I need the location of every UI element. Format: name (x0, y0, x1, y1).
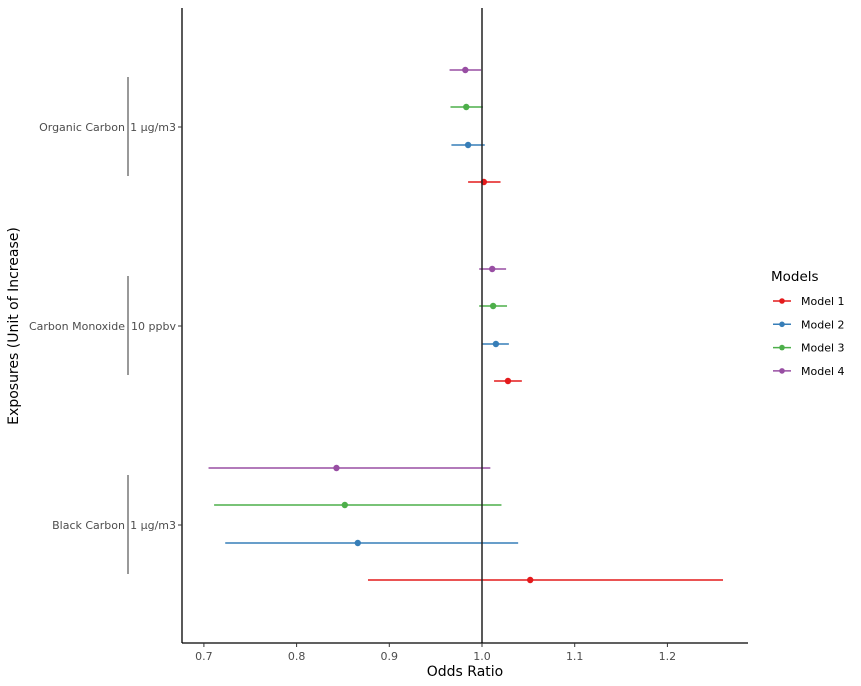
estimate-model-1 (468, 178, 501, 186)
point-estimate (489, 302, 497, 310)
legend-dot-icon (779, 321, 785, 328)
legend-title: Models (771, 269, 819, 285)
point-estimate (504, 377, 512, 385)
x-tick-label: 1.0 (473, 650, 491, 663)
y-axis-title: Exposures (Unit of Increase) (6, 227, 22, 425)
legend-dot-icon (779, 344, 785, 351)
plot-area (208, 66, 724, 584)
legend-item: Model 4 (773, 365, 845, 378)
point-estimate (354, 539, 361, 547)
estimate-model-4 (208, 464, 491, 472)
legend-label: Model 2 (801, 318, 845, 331)
legend-label: Model 4 (801, 365, 845, 378)
legend-item: Model 2 (773, 318, 845, 331)
estimate-model-2 (482, 340, 509, 348)
y-axis-labels: Organic Carbon 1 µg/m3 Carbon Monoxide 10 p… (29, 77, 182, 574)
estimate-model-4 (449, 66, 482, 74)
x-axis-ticks: 0.7 0.8 0.9 1.0 1.1 1.2 (195, 643, 676, 663)
legend-label: Model 3 (801, 342, 845, 355)
unit-label: 1 µg/m3 (130, 519, 176, 532)
x-tick-label: 0.7 (195, 650, 213, 663)
point-estimate (341, 501, 349, 509)
estimate-model-3 (450, 103, 483, 111)
x-tick-label: 0.8 (288, 650, 306, 663)
estimate-model-2 (225, 539, 519, 547)
x-tick-label: 0.9 (381, 650, 399, 663)
legend: Models Model 1 Model 2 Model 3 Model 4 (771, 269, 845, 378)
exposure-label: Black Carbon (52, 519, 125, 532)
point-estimate (527, 576, 534, 584)
legend-item: Model 3 (773, 342, 845, 355)
legend-dot-icon (779, 368, 785, 374)
x-tick-label: 1.2 (659, 650, 677, 663)
estimate-model-1 (367, 576, 724, 584)
legend-item: Model 1 (773, 295, 845, 308)
legend-label: Model 1 (801, 295, 845, 308)
point-estimate (463, 103, 470, 111)
x-axis-title: Odds Ratio (427, 664, 503, 680)
point-estimate (464, 141, 472, 149)
estimate-model-2 (451, 141, 485, 149)
estimate-model-1 (494, 377, 522, 385)
x-tick-label: 1.1 (566, 650, 584, 663)
point-estimate (462, 66, 469, 74)
unit-label: 1 µg/m3 (130, 121, 176, 134)
exposure-label: Carbon Monoxide (29, 320, 125, 333)
estimate-model-3 (214, 501, 502, 509)
estimate-model-3 (479, 302, 508, 310)
legend-dot-icon (779, 298, 785, 304)
point-estimate (488, 265, 496, 273)
estimate-model-4 (479, 265, 507, 273)
unit-label: 10 ppbv (131, 320, 176, 333)
exposure-label: Organic Carbon (39, 121, 125, 134)
point-estimate (333, 464, 340, 472)
point-estimate (492, 340, 500, 348)
